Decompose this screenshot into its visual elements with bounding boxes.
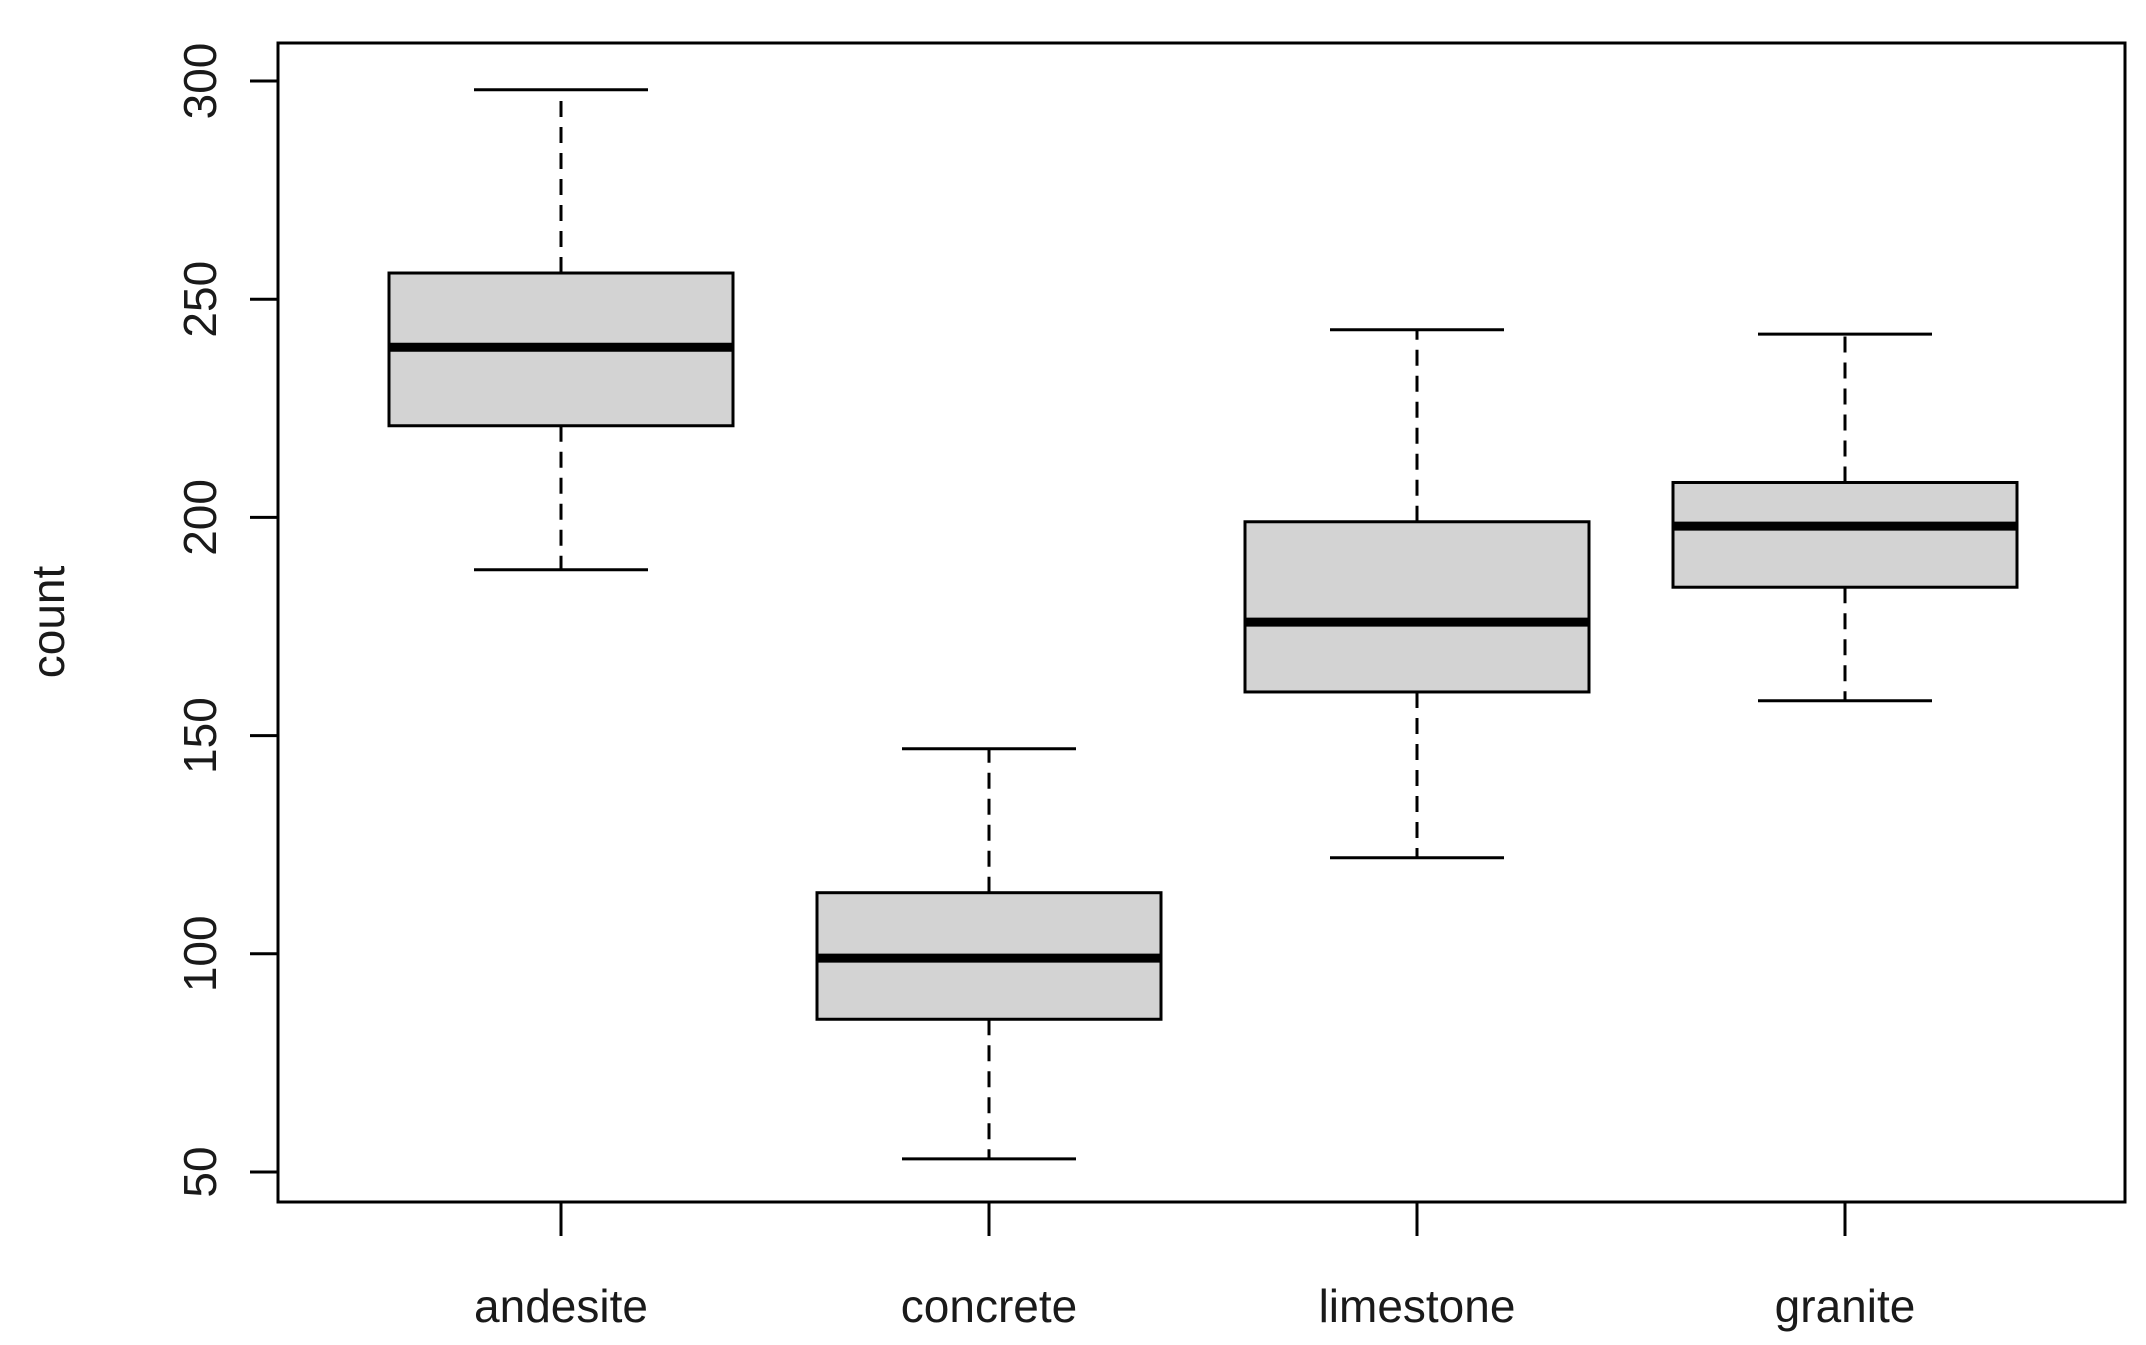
y-axis: 50 100 150 200 250 300 [174, 43, 278, 1198]
x-tick-label: granite [1775, 1280, 1916, 1332]
y-axis-title: count [22, 566, 74, 679]
y-tick-label: 250 [174, 261, 226, 338]
iqr-box [1671, 480, 2019, 589]
box-concrete [815, 747, 1163, 1161]
x-tick-label: concrete [901, 1280, 1077, 1332]
box-andesite [387, 88, 735, 572]
y-tick-label: 100 [174, 915, 226, 992]
y-tick-label: 200 [174, 479, 226, 556]
y-tick-label: 150 [174, 697, 226, 774]
plot-frame [276, 41, 2127, 1204]
box-limestone [1243, 328, 1591, 860]
x-axis: andesite concrete limestone granite [474, 1202, 1915, 1332]
iqr-box [1243, 520, 1591, 694]
box-granite [1671, 332, 2019, 703]
y-tick-label: 300 [174, 43, 226, 120]
x-tick-label: andesite [474, 1280, 648, 1332]
x-tick-label: limestone [1319, 1280, 1516, 1332]
y-tick-label: 50 [174, 1146, 226, 1197]
box-series [387, 88, 2019, 1161]
